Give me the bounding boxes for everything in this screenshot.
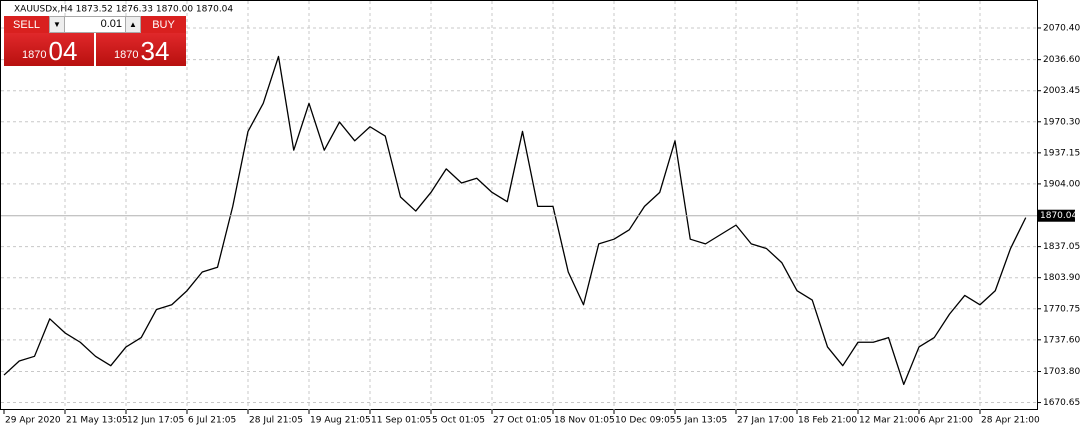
price-line — [3, 55, 1027, 386]
current-price-box — [1038, 209, 1075, 222]
y-tick-label: 2003.45 — [1043, 86, 1080, 96]
x-tick-label: 12 Jun 17:05 — [127, 416, 184, 426]
sell-price[interactable]: 1870 04 — [4, 33, 94, 66]
lot-up[interactable]: ▲ — [125, 17, 140, 32]
y-tick-label: 1703.80 — [1043, 367, 1080, 377]
x-tick-label: 29 Apr 2020 — [5, 416, 61, 426]
x-tick-label: 5 Jan 13:05 — [676, 416, 727, 426]
y-tick-label: 1937.15 — [1043, 148, 1080, 158]
y-tick-label: 1770.75 — [1043, 304, 1080, 314]
lot-value: 0.01 — [100, 18, 122, 30]
buy-price[interactable]: 1870 34 — [96, 33, 186, 66]
x-tick-label: 18 Feb 21:00 — [798, 416, 857, 426]
x-tick-label: 21 May 13:05 — [66, 416, 128, 426]
sell-button[interactable]: SELL — [4, 16, 49, 33]
y-tick-label: 1837.05 — [1043, 242, 1080, 252]
y-tick-label: 1803.90 — [1043, 273, 1080, 283]
x-tick-label: 11 Sep 01:05 — [371, 416, 431, 426]
sell-price-small: 04 — [48, 36, 78, 66]
y-tick-label: 2036.60 — [1043, 55, 1080, 65]
lot-down[interactable]: ▼ — [50, 17, 65, 32]
x-tick-label: 10 Dec 09:05 — [615, 416, 676, 426]
current-price-label: 1870.04 — [1040, 211, 1077, 221]
x-tick-label: 12 Mar 21:00 — [859, 416, 919, 426]
x-tick-label: 28 Jul 21:05 — [249, 416, 303, 426]
y-tick-label: 1970.30 — [1043, 117, 1080, 127]
x-tick-label: 28 Apr 21:00 — [981, 416, 1040, 426]
x-tick-label: 19 Aug 21:05 — [310, 416, 371, 426]
x-tick-label: 18 Nov 01:05 — [554, 416, 615, 426]
x-tick-label: 27 Jan 17:00 — [737, 416, 794, 426]
y-tick-label: 1737.60 — [1043, 335, 1080, 345]
buy-button[interactable]: BUY — [141, 16, 186, 33]
buy-price-small: 34 — [140, 36, 170, 66]
x-tick-label: 5 Oct 01:05 — [432, 416, 485, 426]
buy-price-big: 1870 — [114, 49, 139, 61]
chart-title: XAUUSDx,H4 1873.52 1876.33 1870.00 1870.… — [14, 5, 233, 15]
plot-frame — [0, 0, 1038, 410]
x-tick-label: 6 Apr 21:00 — [920, 416, 973, 426]
trade-panel: SELL ▼ 0.01 ▲ BUY 1870 04 1870 34 — [4, 16, 186, 66]
y-tick-label: 1670.65 — [1043, 398, 1080, 408]
x-tick-label: 27 Oct 01:05 — [493, 416, 552, 426]
lot-input[interactable]: ▼ 0.01 ▲ — [49, 16, 141, 33]
y-tick-label: 2070.40 — [1043, 23, 1080, 33]
sell-price-big: 1870 — [22, 49, 47, 61]
y-tick-label: 1904.00 — [1043, 179, 1080, 189]
x-tick-label: 6 Jul 21:05 — [188, 416, 236, 426]
